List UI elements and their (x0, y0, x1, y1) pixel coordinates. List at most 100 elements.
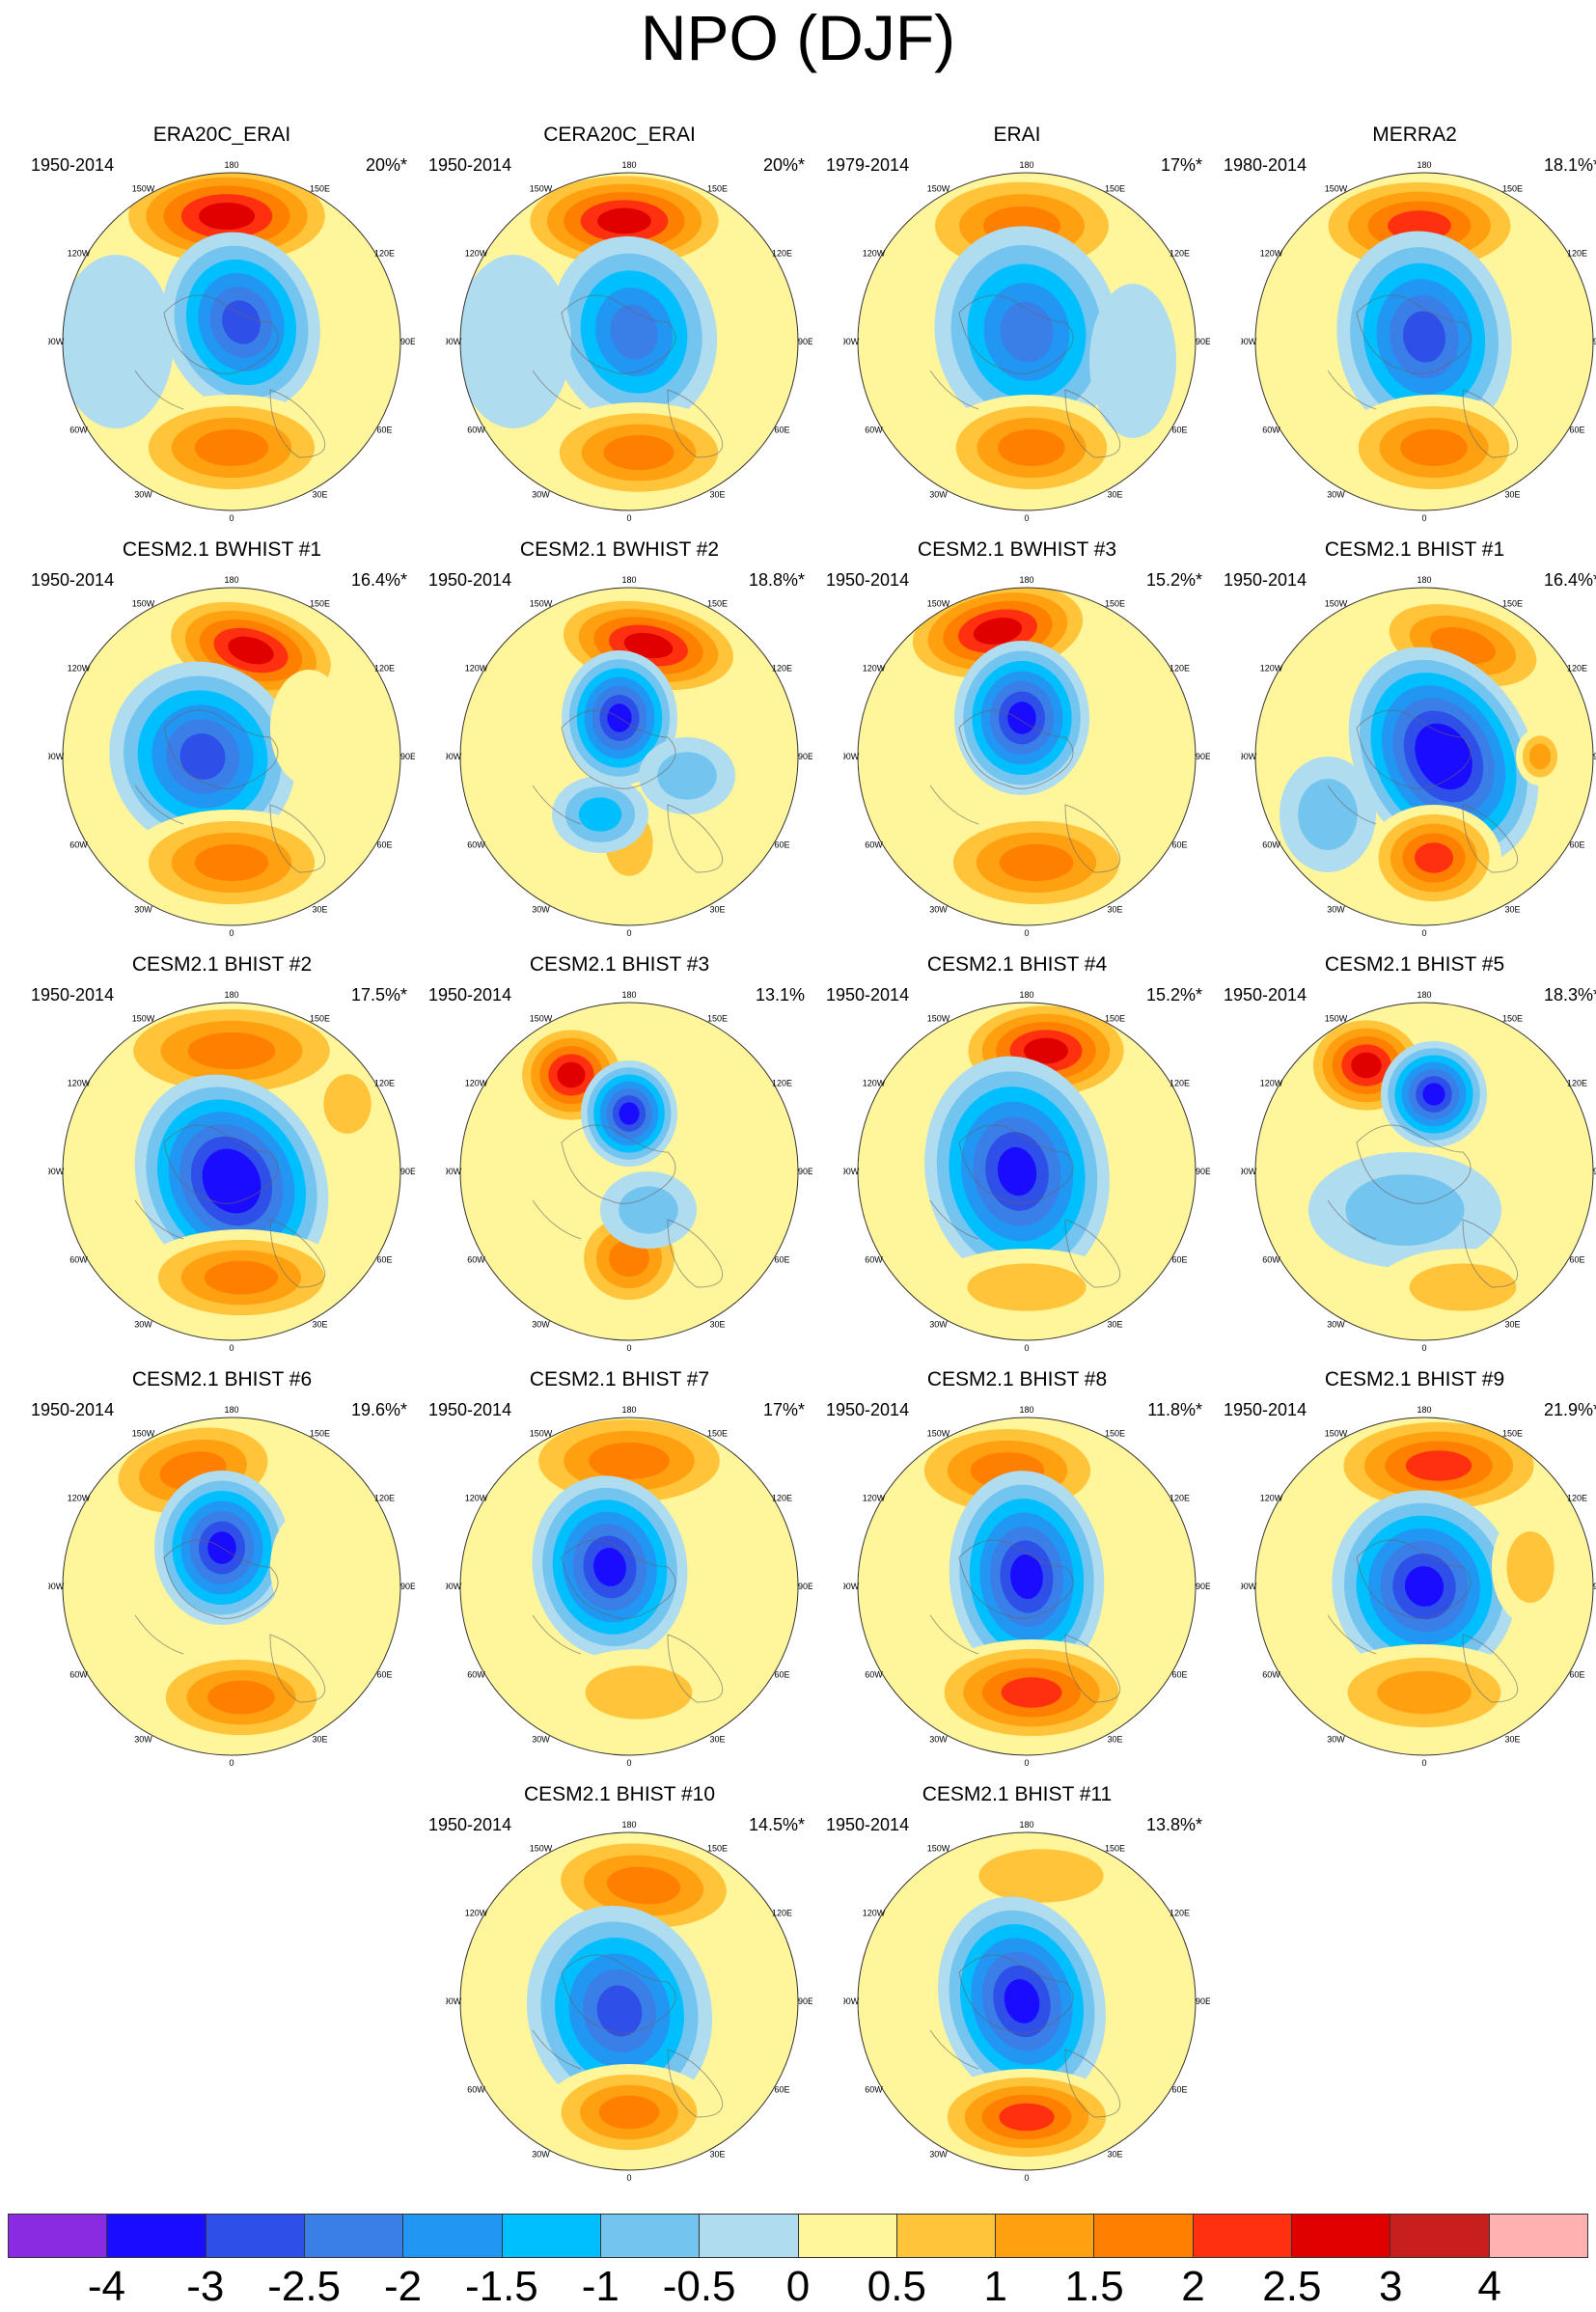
longitude-label: 0 (1024, 1758, 1029, 1768)
contour-fill (623, 632, 674, 659)
longitude-label: 90E (1196, 1167, 1210, 1176)
longitude-label: 150E (707, 1014, 728, 1024)
polar-map: 180 150E 120E 90E 60E 30E 0 30W 60W 90W 120W 150W (48, 990, 415, 1353)
colorbar-swatch (304, 2215, 404, 2257)
longitude-label: 30W (134, 489, 152, 499)
longitude-label: 150E (707, 184, 728, 194)
longitude-label: 120W (1260, 664, 1283, 674)
longitude-label: 0 (229, 1343, 234, 1353)
longitude-label: 0 (1421, 1758, 1426, 1768)
longitude-label: 120W (68, 249, 91, 259)
contour-fill (1425, 735, 1462, 778)
longitude-label: 90W (446, 752, 462, 761)
longitude-label: 30W (532, 1734, 550, 1744)
map-boundary (459, 587, 799, 926)
contour-fill (1007, 702, 1036, 734)
longitude-label: 90E (1196, 337, 1210, 346)
map-panel: CESM2.1 BHIST #9 1950-2014 21.9%* 180 150E 12… (1222, 1368, 1596, 1774)
longitude-label: 30W (1327, 1319, 1345, 1329)
polar-map: 180 150E 120E 90E 60E 30E 0 30W 60W 90W 120W 150W (446, 1820, 812, 2183)
longitude-label: 90E (1593, 1582, 1596, 1591)
longitude-label: 30W (532, 1319, 550, 1329)
longitude-label: 150E (1105, 1014, 1125, 1024)
colorbar (8, 2214, 1588, 2258)
panel-title: CESM2.1 BHIST #2 (131, 953, 313, 976)
longitude-label: 60E (1569, 840, 1584, 850)
map-panel: CESM2.1 BHIST #3 1950-2014 13.1% 180 150E 120… (427, 953, 812, 1359)
longitude-label: 60E (774, 426, 789, 435)
contour-fill (597, 207, 651, 234)
longitude-label: 90E (1196, 752, 1210, 761)
longitude-label: 150E (310, 184, 330, 194)
longitude-label: 90W (843, 1582, 860, 1591)
longitude-label: 0 (626, 1343, 631, 1353)
coastline (532, 709, 724, 873)
contour-fill (1528, 743, 1552, 770)
longitude-label: 90W (48, 752, 65, 761)
contour-fill (619, 1102, 640, 1125)
longitude-label: 180 (224, 160, 238, 170)
polar-map: 180 150E 120E 90E 60E 30E 0 30W 60W 90W 120W 150W (446, 990, 812, 1353)
panel-years: 1950-2014 (428, 1815, 512, 1834)
longitude-label: 90E (1593, 337, 1596, 346)
map-boundary (62, 587, 401, 926)
longitude-label: 150W (927, 1844, 950, 1854)
panel-title: CESM2.1 BHIST #6 (131, 1368, 313, 1390)
colorbar-tick-label: -3 (186, 2263, 225, 2310)
map-boundary (1254, 1002, 1594, 1341)
longitude-label: 30E (312, 1319, 327, 1329)
coastline (134, 1539, 326, 1703)
longitude-label: 120W (863, 664, 886, 674)
panel-title: CESM2.1 BHIST #8 (926, 1368, 1108, 1390)
polar-map: 180 150E 120E 90E 60E 30E 0 30W 60W 90W 120W 150W (843, 1820, 1210, 2183)
longitude-label: 30W (929, 489, 948, 499)
longitude-label: 60W (1262, 1255, 1280, 1265)
polar-map: 180 150E 120E 90E 60E 30E 0 30W 60W 90W 120W 150W (446, 1405, 812, 1768)
longitude-label: 150W (927, 184, 950, 194)
longitude-label: 60E (376, 1670, 392, 1680)
contour-fill (460, 255, 571, 428)
coastline (929, 294, 1121, 458)
panel-title: CESM2.1 BHIST #5 (1324, 953, 1505, 976)
coastline (929, 1124, 1121, 1288)
longitude-label: 180 (621, 1820, 636, 1830)
polar-map: 180 150E 120E 90E 60E 30E 0 30W 60W 90W 120W 150W (843, 990, 1210, 1353)
longitude-label: 120W (68, 664, 91, 674)
longitude-label: 150E (1105, 1844, 1125, 1854)
contour-fill (1506, 1531, 1555, 1603)
longitude-label: 60W (1262, 840, 1280, 850)
longitude-label: 120E (374, 664, 395, 674)
longitude-label: 0 (229, 513, 234, 523)
longitude-label: 30E (1504, 1734, 1520, 1744)
map-boundary (857, 1002, 1197, 1341)
longitude-label: 120W (863, 249, 886, 259)
longitude-label: 30E (312, 1734, 327, 1744)
contour-fill (589, 1442, 670, 1480)
contour-fill (619, 1186, 678, 1234)
longitude-label: 0 (1024, 928, 1029, 938)
longitude-label: 60W (467, 840, 485, 850)
longitude-label: 90E (798, 337, 812, 346)
longitude-label: 120E (374, 1494, 395, 1503)
longitude-label: 60W (69, 1255, 88, 1265)
longitude-label: 120W (1260, 1079, 1283, 1088)
colorbar-swatch (798, 2215, 897, 2257)
contour-fill (1409, 1263, 1517, 1311)
longitude-label: 60W (865, 1670, 883, 1680)
longitude-label: 30E (1107, 2149, 1122, 2159)
map-panel: CESM2.1 BHIST #6 1950-2014 19.6%* 180 150E 12… (29, 1368, 415, 1774)
map-boundary (1254, 587, 1594, 926)
longitude-label: 90W (446, 1582, 462, 1591)
colorbar-swatch (600, 2215, 701, 2257)
coastline (532, 1124, 724, 1288)
longitude-label: 90E (400, 752, 415, 761)
panel-years: 1950-2014 (1224, 1400, 1307, 1419)
coastline (1327, 1124, 1519, 1288)
polar-map: 180 150E 120E 90E 60E 30E 0 30W 60W 90W 120W 150W (1241, 160, 1596, 523)
longitude-label: 60W (1262, 1670, 1280, 1680)
contour-fill (1403, 311, 1445, 363)
longitude-label: 0 (229, 1758, 234, 1768)
longitude-label: 150W (1325, 599, 1348, 609)
longitude-label: 120E (772, 249, 792, 259)
longitude-label: 90E (798, 1582, 812, 1591)
